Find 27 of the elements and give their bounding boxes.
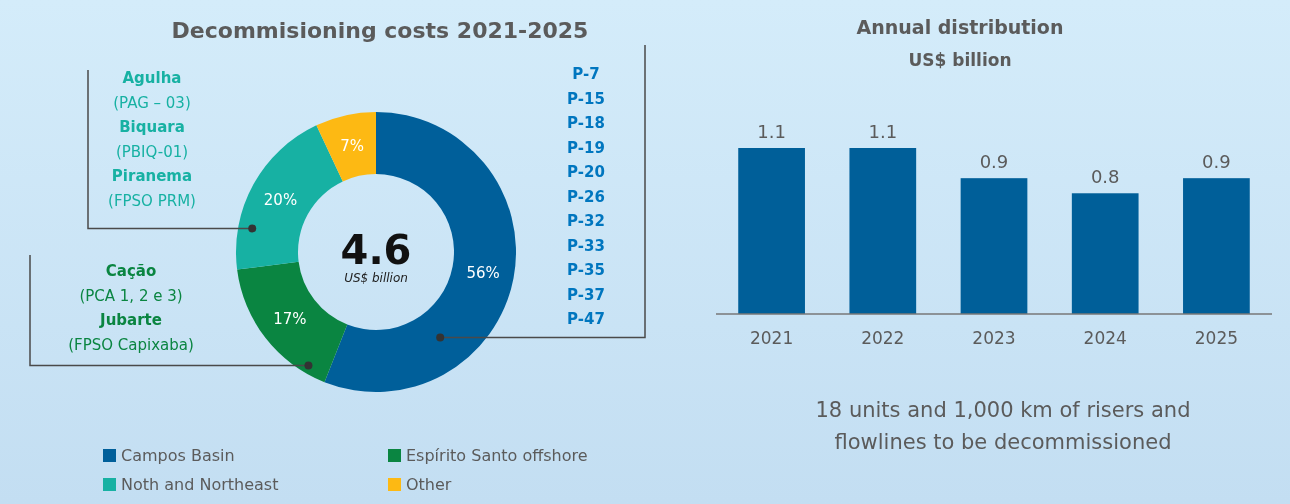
- chart-title: Decommisioning costs 2021-2025: [171, 18, 589, 43]
- data-label: 0.9: [1202, 151, 1231, 173]
- text: Cação (PCA 1, 2 e 3) Jubarte (FPSO Capixaba): [68, 262, 194, 354]
- data-label: 0.9: [979, 151, 1009, 173]
- text: US$ billion: [344, 271, 408, 285]
- chart-subtitle: US$ billion: [908, 50, 1012, 70]
- data-label: 1.1: [757, 121, 786, 142]
- text: Agulha (PAG – 03) Biquara (PBIQ-01) Piranema (FPSO PRM): [108, 69, 196, 210]
- x-tick-label: 2025: [1194, 328, 1239, 348]
- text: 4.6: [340, 227, 412, 273]
- legend-label: Other: [406, 475, 452, 494]
- data-label: 20%: [263, 190, 298, 209]
- chart-title: Annual distribution: [856, 16, 1064, 38]
- text: 18 units and 1,000 km of risers and flowlines to be decommissioned: [815, 398, 1191, 454]
- x-tick-label: 2022: [861, 328, 905, 348]
- data-label: 1.1: [868, 121, 898, 142]
- legend-label: Noth and Northeast: [121, 475, 279, 494]
- data-label: 0.8: [1090, 166, 1120, 188]
- data-label: 7%: [340, 136, 365, 155]
- x-tick-label: 2024: [1083, 328, 1127, 348]
- data-label: 56%: [466, 263, 500, 282]
- data-label: 17%: [273, 310, 307, 329]
- x-tick-label: 2023: [972, 328, 1016, 348]
- text: P-7 P-15 P-18 P-19 P-20 P-26 P-32 P-33 P-35 P-37 P-47: [567, 65, 605, 328]
- x-tick-label: 2021: [749, 328, 794, 348]
- legend-label: Campos Basin: [121, 446, 235, 465]
- legend-label: Espírito Santo offshore: [406, 446, 588, 465]
